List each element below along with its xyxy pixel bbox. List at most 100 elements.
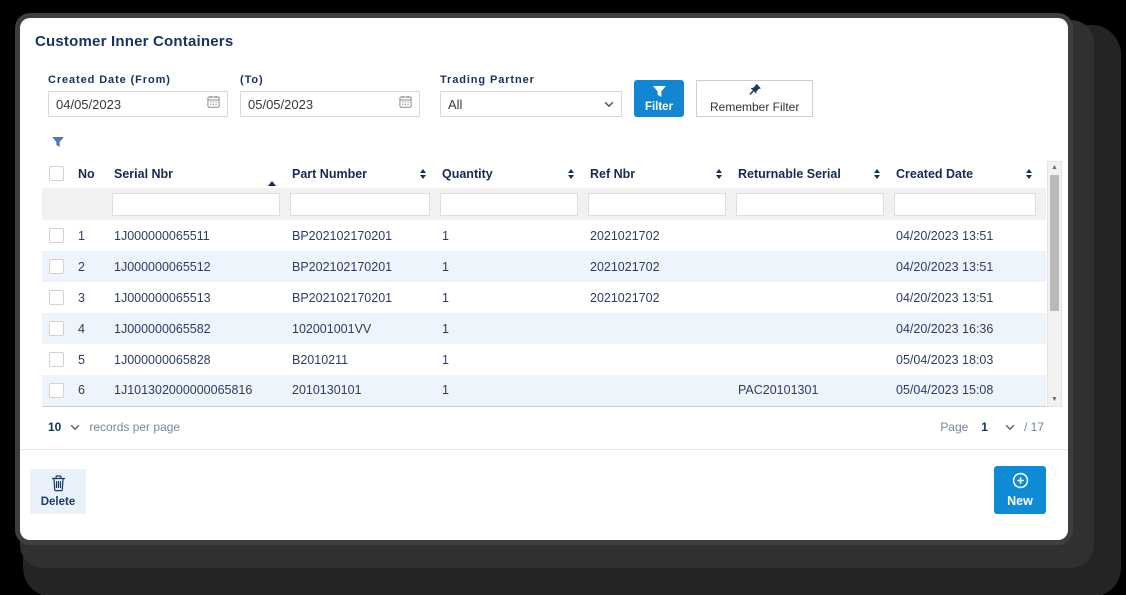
calendar-icon[interactable] xyxy=(399,95,412,113)
chevron-down-icon[interactable] xyxy=(1005,420,1015,434)
table-row[interactable]: 2 1J000000065512 BP202102170201 1 2021021702… xyxy=(42,251,1046,283)
table-cell xyxy=(736,251,894,282)
table-row[interactable]: 4 1J000000065582 102001001VV 1 04/20/2023 16… xyxy=(42,313,1046,345)
returnable-serial-filter-input[interactable] xyxy=(736,192,884,216)
delete-button[interactable]: Delete xyxy=(30,468,86,514)
row-checkbox[interactable] xyxy=(49,228,64,244)
table-cell: 04/20/2023 13:51 xyxy=(896,290,994,305)
table-cell: 2021021702 xyxy=(590,259,660,274)
pin-icon xyxy=(748,83,762,99)
filter-toggle-icon[interactable] xyxy=(52,134,66,152)
quantity-filter-input[interactable] xyxy=(440,192,578,216)
scrollbar-thumb[interactable] xyxy=(1050,175,1059,312)
column-header-created-date[interactable]: Created Date xyxy=(894,161,1046,188)
table-cell: 2 xyxy=(78,259,85,274)
pagination-bar: 10 records per page Page 1 / 17 xyxy=(48,420,1044,434)
table-row[interactable]: 5 1J000000065828 B2010211 1 05/04/2023 18:03 xyxy=(42,344,1046,375)
column-header-serial-nbr[interactable]: Serial Nbr xyxy=(112,161,290,188)
column-header-part-number[interactable]: Part Number xyxy=(290,161,440,188)
filter-button[interactable]: Filter xyxy=(634,80,684,117)
table-cell: 6 xyxy=(78,383,85,398)
sort-icon xyxy=(420,168,426,179)
table-cell xyxy=(736,313,894,344)
column-header-ref-nbr[interactable]: Ref Nbr xyxy=(588,161,736,188)
serial-nbr-filter-input[interactable] xyxy=(112,192,280,216)
new-button[interactable]: New xyxy=(994,465,1046,514)
select-all-checkbox[interactable] xyxy=(49,166,64,182)
created-date-from-inputbox xyxy=(48,91,228,117)
table-cell: 3 xyxy=(78,290,85,305)
page-label: Page xyxy=(940,419,969,434)
trading-partner-select[interactable]: All xyxy=(440,91,622,117)
row-checkbox[interactable] xyxy=(49,321,64,337)
chevron-down-icon xyxy=(604,95,614,113)
table-cell: 05/04/2023 15:08 xyxy=(896,383,994,398)
trading-partner-label: Trading Partner xyxy=(440,74,535,86)
table-cell xyxy=(736,282,894,313)
table-cell: 1 xyxy=(442,352,449,367)
created-date-from-field: Created Date (From) xyxy=(48,74,228,117)
table-cell xyxy=(588,375,736,406)
table-cell: 1J000000065511 xyxy=(114,228,210,243)
part-number-filter-input[interactable] xyxy=(290,192,430,216)
filter-bar: Created Date (From) (To) Trading Partner… xyxy=(48,74,1068,117)
table-cell: B2010211 xyxy=(292,352,349,367)
total-pages-label: / 17 xyxy=(1023,419,1044,434)
row-checkbox[interactable] xyxy=(49,352,64,368)
created-date-filter-input[interactable] xyxy=(894,192,1036,216)
table-cell: 04/20/2023 16:36 xyxy=(896,321,994,336)
table-cell: 1 xyxy=(442,259,449,274)
table-header-row: No Serial Nbr Part Number Quantity xyxy=(42,161,1046,188)
table-cell: 1 xyxy=(442,321,449,336)
page-title: Customer Inner Containers xyxy=(35,33,234,50)
scroll-down-icon[interactable]: ▼ xyxy=(1051,395,1058,403)
row-checkbox[interactable] xyxy=(49,290,64,306)
row-checkbox[interactable] xyxy=(49,259,64,275)
column-header-returnable-serial[interactable]: Returnable Serial xyxy=(736,161,894,188)
table-row[interactable]: 3 1J000000065513 BP202102170201 1 2021021702… xyxy=(42,282,1046,313)
table-cell: BP202102170201 xyxy=(292,228,393,243)
table-cell: 4 xyxy=(78,321,85,336)
created-date-from-input[interactable] xyxy=(56,96,186,112)
table-cell: 2021021702 xyxy=(590,228,660,243)
table-cell: 04/20/2023 13:51 xyxy=(896,259,994,274)
table-cell: 1 xyxy=(442,290,449,305)
column-header-quantity[interactable]: Quantity xyxy=(440,161,588,188)
table-cell: 1J101302000000065816 xyxy=(114,383,253,398)
table-cell: BP202102170201 xyxy=(292,259,393,274)
created-date-to-label: (To) xyxy=(240,74,264,86)
table-body: 1 1J000000065511 BP202102170201 1 2021021702… xyxy=(42,220,1046,407)
footer-divider xyxy=(20,448,1068,450)
vertical-scrollbar[interactable]: ▲ ▼ xyxy=(1047,161,1062,407)
table-row[interactable]: 6 1J101302000000065816 2010130101 1 PAC20101… xyxy=(42,375,1046,407)
table-cell: PAC20101301 xyxy=(738,383,819,398)
ref-nbr-filter-input[interactable] xyxy=(588,192,726,216)
table-cell xyxy=(588,313,736,344)
trading-partner-value: All xyxy=(448,96,463,112)
created-date-to-inputbox xyxy=(240,91,420,117)
containers-table: No Serial Nbr Part Number Quantity xyxy=(42,161,1062,407)
table-cell: 5 xyxy=(78,352,85,367)
table-cell: 1J000000065582 xyxy=(114,321,211,336)
remember-filter-button[interactable]: Remember Filter xyxy=(696,80,814,117)
chevron-down-icon[interactable] xyxy=(70,420,80,434)
table-cell: 1J000000065513 xyxy=(114,290,211,305)
new-button-label: New xyxy=(1007,494,1033,509)
table-cell xyxy=(736,220,894,251)
page-size-value[interactable]: 10 xyxy=(48,419,62,434)
table-cell: 2021021702 xyxy=(590,290,660,305)
table-cell: 102001001VV xyxy=(292,321,372,336)
sort-icon xyxy=(1026,168,1032,179)
created-date-to-input[interactable] xyxy=(248,96,378,112)
table-cell: 1 xyxy=(78,228,85,243)
column-header-no: No xyxy=(78,166,95,181)
table-row[interactable]: 1 1J000000065511 BP202102170201 1 2021021702… xyxy=(42,220,1046,251)
trash-icon xyxy=(50,474,67,495)
sort-icon xyxy=(874,168,880,179)
calendar-icon[interactable] xyxy=(207,95,220,113)
remember-filter-label: Remember Filter xyxy=(710,100,800,114)
scroll-up-icon[interactable]: ▲ xyxy=(1051,164,1058,171)
created-date-to-field: (To) xyxy=(240,74,420,117)
row-checkbox[interactable] xyxy=(49,383,64,399)
current-page-value[interactable]: 1 xyxy=(981,419,988,434)
